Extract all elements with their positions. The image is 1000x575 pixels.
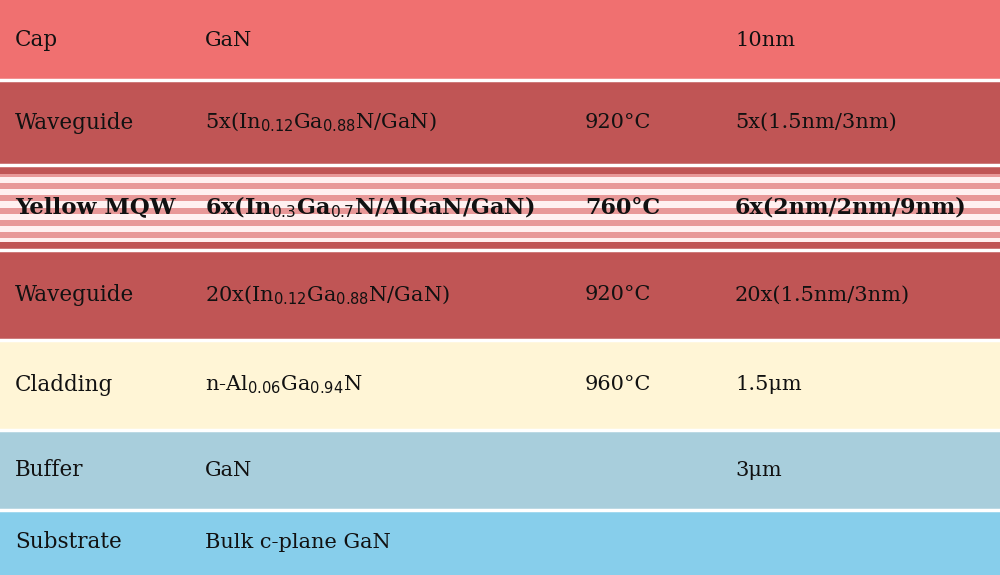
Bar [0, 238, 1000, 244]
Bar [0, 250, 1000, 340]
Bar [0, 430, 1000, 510]
Text: n-Al$_{0.06}$Ga$_{0.94}$N: n-Al$_{0.06}$Ga$_{0.94}$N [205, 374, 362, 396]
Text: 3μm: 3μm [735, 461, 782, 480]
Bar [0, 171, 1000, 177]
Bar [0, 220, 1000, 226]
Text: Buffer: Buffer [15, 459, 84, 481]
Bar [0, 340, 1000, 430]
Text: 20x(1.5nm/3nm): 20x(1.5nm/3nm) [735, 286, 910, 305]
Bar [0, 510, 1000, 575]
Bar [0, 232, 1000, 238]
Text: 10nm: 10nm [735, 30, 795, 49]
Text: Cladding: Cladding [15, 374, 113, 396]
Bar [0, 165, 1000, 174]
Text: 920°C: 920°C [585, 113, 651, 132]
Bar [0, 226, 1000, 232]
Text: 5x(1.5nm/3nm): 5x(1.5nm/3nm) [735, 113, 897, 132]
Text: Waveguide: Waveguide [15, 112, 134, 133]
Bar [0, 201, 1000, 208]
Bar [0, 183, 1000, 189]
Text: Substrate: Substrate [15, 531, 122, 554]
Bar [0, 196, 1000, 201]
Text: GaN: GaN [205, 30, 252, 49]
Bar [0, 244, 1000, 250]
Text: 1.5μm: 1.5μm [735, 375, 802, 394]
Text: GaN: GaN [205, 461, 252, 480]
Bar [0, 213, 1000, 220]
Text: Cap: Cap [15, 29, 58, 51]
Bar [0, 165, 1000, 171]
Bar [0, 80, 1000, 165]
Bar [0, 189, 1000, 196]
Text: 920°C: 920°C [585, 286, 651, 305]
Bar [0, 242, 1000, 250]
Text: 6x(In$_{0.3}$Ga$_{0.7}$N/AlGaN/GaN): 6x(In$_{0.3}$Ga$_{0.7}$N/AlGaN/GaN) [205, 195, 534, 220]
Text: Yellow MQW: Yellow MQW [15, 197, 176, 218]
Text: 20x(In$_{0.12}$Ga$_{0.88}$N/GaN): 20x(In$_{0.12}$Ga$_{0.88}$N/GaN) [205, 283, 450, 306]
Bar [0, 0, 1000, 80]
Text: Bulk c-plane GaN: Bulk c-plane GaN [205, 533, 391, 552]
Text: 6x(2nm/2nm/9nm): 6x(2nm/2nm/9nm) [735, 197, 967, 218]
Text: 5x(In$_{0.12}$Ga$_{0.88}$N/GaN): 5x(In$_{0.12}$Ga$_{0.88}$N/GaN) [205, 111, 437, 134]
Bar [0, 177, 1000, 183]
Bar [0, 208, 1000, 213]
Text: 960°C: 960°C [585, 375, 651, 394]
Text: Waveguide: Waveguide [15, 284, 134, 306]
Text: 760°C: 760°C [585, 197, 660, 218]
